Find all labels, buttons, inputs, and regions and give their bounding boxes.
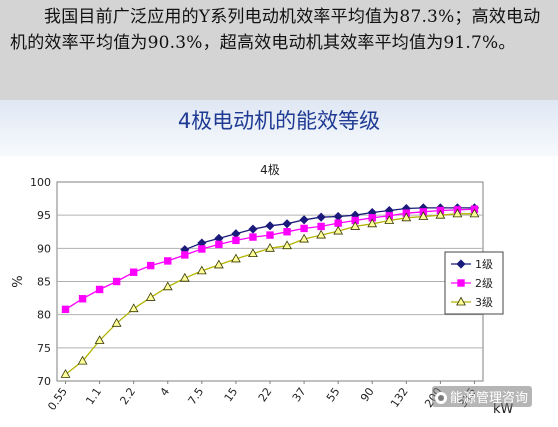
data-point [469, 208, 480, 218]
x-tick-label: 1.1 [83, 385, 104, 407]
x-tick-label: 132 [388, 385, 411, 410]
watermark-badge: 能源管理咨询 [432, 386, 533, 407]
y-axis-label: % [11, 275, 26, 287]
data-point [266, 231, 274, 239]
data-point [60, 369, 71, 378]
data-point [265, 221, 275, 231]
data-point [198, 245, 206, 253]
data-point [196, 265, 207, 275]
x-tick-label: 2.2 [117, 385, 138, 407]
x-tick-label: 0.55 [45, 385, 70, 413]
efficiency-line-chart: 70 75 80 85 90 95 100 4极% 0.55 1.1 2.2 4 7.5 15 22 37 55… [11, 163, 514, 417]
x-tick-label: 7.5 [186, 385, 207, 407]
data-point [265, 243, 275, 252]
wechat-icon [435, 392, 447, 404]
watermark-text: 能源管理咨询 [450, 391, 529, 406]
data-point [299, 215, 309, 225]
series-3 [60, 208, 480, 378]
chart-title: 4极 [260, 163, 280, 177]
data-point [418, 211, 429, 220]
data-point [282, 240, 292, 250]
data-point [316, 212, 326, 222]
data-point [367, 218, 378, 228]
x-tick-label: 4 [158, 385, 173, 398]
data-point [95, 285, 104, 294]
y-tick-label: 95 [37, 209, 51, 222]
data-point [452, 208, 463, 218]
data-point [435, 209, 446, 219]
data-point [145, 292, 156, 301]
y-tick-label: 100 [30, 176, 51, 189]
legend-label: 1级 [475, 258, 493, 271]
intro-text: 我国目前广泛应用的Y系列电动机效率平均值为87.3%；高效电动机的效率平均值为9… [10, 7, 541, 53]
legend-label: 2级 [475, 277, 493, 290]
data-point [350, 221, 361, 230]
data-point [61, 305, 70, 314]
intro-panel: 我国目前广泛应用的Y系列电动机效率平均值为87.3%；高效电动机的效率平均值为9… [0, 0, 558, 101]
x-tick-label: 90 [358, 385, 377, 404]
data-point [77, 355, 88, 365]
data-point [282, 219, 292, 229]
data-point [162, 281, 173, 291]
x-tick-label: 15 [222, 385, 241, 404]
data-point [128, 303, 139, 313]
data-point [232, 236, 240, 245]
legend-marker [457, 279, 465, 287]
data-point [231, 253, 241, 263]
data-point [334, 219, 342, 227]
title-band [0, 100, 558, 156]
data-point [300, 224, 308, 233]
data-point [111, 317, 122, 327]
data-point [215, 240, 223, 249]
x-tick-label: 55 [324, 385, 343, 404]
y-tick-label: 80 [37, 309, 51, 322]
data-point [317, 222, 325, 231]
data-point [401, 212, 412, 222]
legend-marker [456, 259, 466, 269]
series-2 [61, 205, 479, 314]
data-point [147, 261, 155, 270]
data-point [181, 251, 189, 259]
data-point [248, 248, 258, 258]
data-point [78, 295, 87, 303]
data-point [164, 257, 172, 265]
data-point [248, 224, 258, 234]
legend-label: 3级 [475, 296, 493, 309]
data-point [94, 335, 105, 344]
data-point [249, 233, 257, 241]
y-tick-label: 85 [37, 276, 51, 289]
legend-marker [456, 296, 466, 306]
y-tick-label: 70 [37, 375, 51, 388]
y-tick-label: 90 [37, 242, 51, 255]
data-point [179, 272, 190, 282]
data-point [129, 268, 138, 276]
chart-area: 70 75 80 85 90 95 100 4极% 0.55 1.1 2.2 4 7.5 15 22 37 55… [5, 158, 555, 424]
x-tick-label: 22 [256, 385, 275, 404]
data-point [384, 215, 395, 224]
data-point [316, 229, 327, 239]
data-point [213, 259, 224, 269]
data-point [283, 228, 291, 236]
data-point [333, 225, 344, 235]
data-point [112, 277, 121, 286]
slide-title: 4极电动机的能效等级 [177, 109, 381, 133]
data-point [299, 233, 309, 243]
x-tick-label: 37 [290, 385, 309, 404]
y-tick-label: 75 [37, 342, 51, 355]
